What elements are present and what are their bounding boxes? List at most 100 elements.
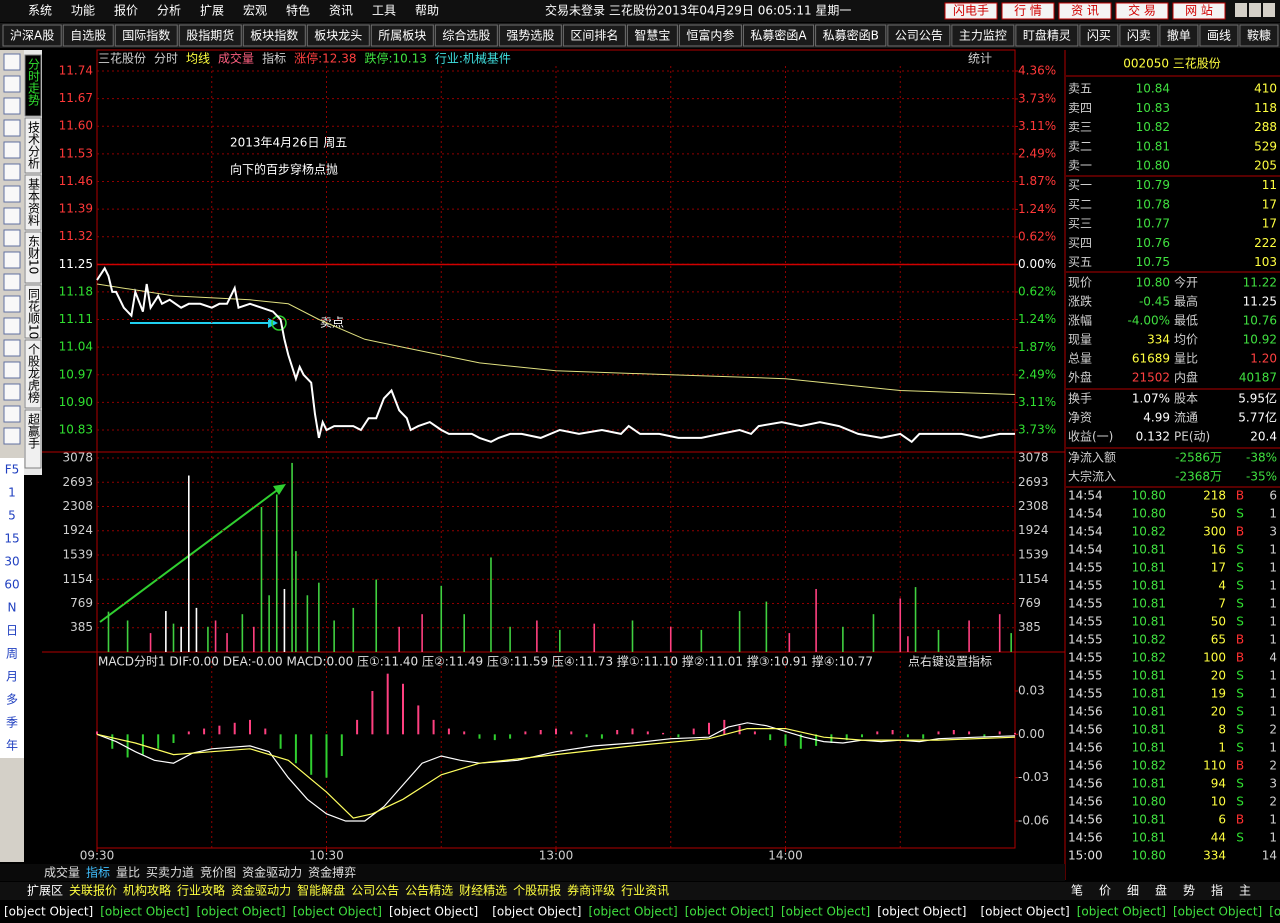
- side-tab[interactable]: [24, 117, 42, 174]
- side-tab-label[interactable]: 个股龙虎榜: [27, 343, 41, 404]
- toolbar-button[interactable]: [1079, 24, 1119, 47]
- toolbar-button[interactable]: [306, 24, 370, 47]
- toolbar-button[interactable]: [498, 24, 562, 47]
- toolbar-label[interactable]: 闪卖: [1127, 29, 1151, 43]
- panel-tab[interactable]: 价: [1099, 884, 1111, 898]
- toolbar-button[interactable]: [114, 24, 178, 47]
- bottom-tab[interactable]: 指标: [86, 865, 110, 880]
- quick-button[interactable]: [944, 2, 998, 20]
- ext-tab[interactable]: 智能解盘: [297, 883, 345, 898]
- toolbar-button[interactable]: [951, 24, 1015, 47]
- ext-tab[interactable]: 关联报价: [69, 883, 117, 898]
- tool-icon[interactable]: [3, 163, 21, 181]
- toolbar-button[interactable]: [1159, 24, 1199, 47]
- toolbar-label[interactable]: 画线: [1207, 29, 1231, 43]
- toolbar-label[interactable]: 板块指数: [250, 28, 298, 43]
- panel-tab[interactable]: 盘: [1155, 883, 1167, 898]
- tool-icon[interactable]: [3, 75, 21, 93]
- toolbar-label[interactable]: 所属板块: [378, 29, 426, 43]
- quick-button-label[interactable]: 闪电手: [953, 4, 989, 18]
- bottom-tab[interactable]: 成交量: [44, 865, 80, 880]
- menu-item[interactable]: 功能: [71, 4, 95, 18]
- ext-tab[interactable]: 公司公告: [351, 884, 399, 898]
- tool-icon[interactable]: [3, 317, 21, 335]
- tool-icon[interactable]: [3, 185, 21, 203]
- toolbar-label[interactable]: 股指期货: [186, 28, 234, 43]
- period[interactable]: 季: [6, 716, 18, 730]
- ext-tab[interactable]: 券商评级: [567, 883, 615, 898]
- side-tab[interactable]: [24, 339, 42, 409]
- quick-button[interactable]: [1058, 2, 1112, 20]
- ext-tab[interactable]: 行业资讯: [621, 884, 669, 898]
- tool-icon[interactable]: [3, 53, 21, 71]
- quick-button[interactable]: [1115, 2, 1169, 20]
- side-tab-label[interactable]: 东财10: [27, 235, 41, 275]
- toolbar-label[interactable]: 自选股: [70, 29, 106, 43]
- tool-icon[interactable]: [3, 141, 21, 159]
- toolbar-label[interactable]: 综合选股: [442, 28, 490, 43]
- period[interactable]: 月: [6, 670, 18, 684]
- menu-item[interactable]: 工具: [372, 4, 396, 18]
- period[interactable]: 日: [6, 624, 18, 638]
- period[interactable]: 15: [4, 532, 19, 546]
- toolbar-button[interactable]: [242, 24, 306, 47]
- ext-tab[interactable]: 机构攻略: [123, 883, 171, 898]
- toolbar-button[interactable]: [562, 24, 626, 47]
- menu-item[interactable]: 系统: [28, 4, 52, 18]
- ext-tab[interactable]: 扩展区: [27, 884, 63, 898]
- toolbar-button[interactable]: [626, 24, 678, 47]
- period[interactable]: 5: [8, 509, 16, 523]
- toolbar-label[interactable]: 主力监控: [959, 29, 1007, 43]
- period[interactable]: F5: [5, 463, 20, 477]
- toolbar-label[interactable]: 区间排名: [570, 28, 618, 43]
- toolbar-label[interactable]: 闪买: [1087, 29, 1111, 43]
- side-tab[interactable]: [24, 284, 42, 339]
- quick-button-label[interactable]: 行 情: [1014, 4, 1042, 18]
- period[interactable]: 30: [4, 555, 19, 569]
- toolbar-label[interactable]: 沪深A股: [10, 29, 54, 43]
- toolbar-label[interactable]: 恒富内参: [686, 28, 734, 43]
- toolbar-label[interactable]: 私募密函B: [823, 28, 879, 43]
- toolbar-button[interactable]: [370, 24, 434, 47]
- tool-icon[interactable]: [3, 119, 21, 137]
- toolbar-button[interactable]: [678, 24, 742, 47]
- menu-item[interactable]: 特色: [286, 3, 310, 18]
- window-button[interactable]: [1235, 3, 1247, 17]
- tool-icon[interactable]: [3, 207, 21, 225]
- tool-icon[interactable]: [3, 229, 21, 247]
- ext-tab[interactable]: 公告精选: [405, 884, 453, 898]
- toolbar-button[interactable]: [2, 24, 62, 47]
- toolbar-button[interactable]: [887, 24, 951, 47]
- side-tab-label[interactable]: 技术分析: [27, 121, 41, 170]
- period[interactable]: 多: [6, 693, 18, 707]
- toolbar-button[interactable]: [1119, 24, 1159, 47]
- bottom-tab[interactable]: 买卖力道: [146, 866, 194, 880]
- toolbar-button[interactable]: [434, 24, 498, 47]
- ext-tab[interactable]: 财经精选: [459, 884, 507, 898]
- panel-tab[interactable]: 细: [1127, 884, 1139, 898]
- quick-button-label[interactable]: 资 讯: [1071, 4, 1099, 18]
- toolbar-button[interactable]: [742, 24, 815, 47]
- window-button[interactable]: [1249, 3, 1261, 17]
- quick-button[interactable]: [1001, 2, 1055, 20]
- toolbar-label[interactable]: 智慧宝: [634, 28, 670, 43]
- bottom-tab[interactable]: 竞价图: [200, 866, 236, 880]
- window-button[interactable]: [1263, 3, 1275, 17]
- toolbar-button[interactable]: [1199, 24, 1239, 47]
- toolbar-label[interactable]: 公司公告: [895, 29, 943, 43]
- quick-button-label[interactable]: 交 易: [1128, 3, 1156, 18]
- ext-tab[interactable]: 资金驱动力: [231, 883, 291, 898]
- side-tab-label[interactable]: 超赢手: [27, 412, 41, 449]
- ext-tab[interactable]: 行业攻略: [177, 883, 225, 898]
- toolbar-label[interactable]: 撤单: [1167, 28, 1191, 43]
- bottom-tab[interactable]: 量比: [116, 866, 140, 880]
- menu-item[interactable]: 分析: [157, 4, 181, 18]
- period[interactable]: 周: [6, 647, 18, 661]
- tool-icon[interactable]: [3, 251, 21, 269]
- menu-item[interactable]: 宏观: [243, 3, 267, 18]
- period[interactable]: 年: [6, 739, 18, 753]
- panel-tab[interactable]: 主: [1239, 884, 1251, 898]
- toolbar-label[interactable]: 板块龙头: [314, 29, 362, 43]
- toolbar-label[interactable]: 私募密函A: [750, 28, 807, 43]
- menu-item[interactable]: 报价: [114, 3, 138, 18]
